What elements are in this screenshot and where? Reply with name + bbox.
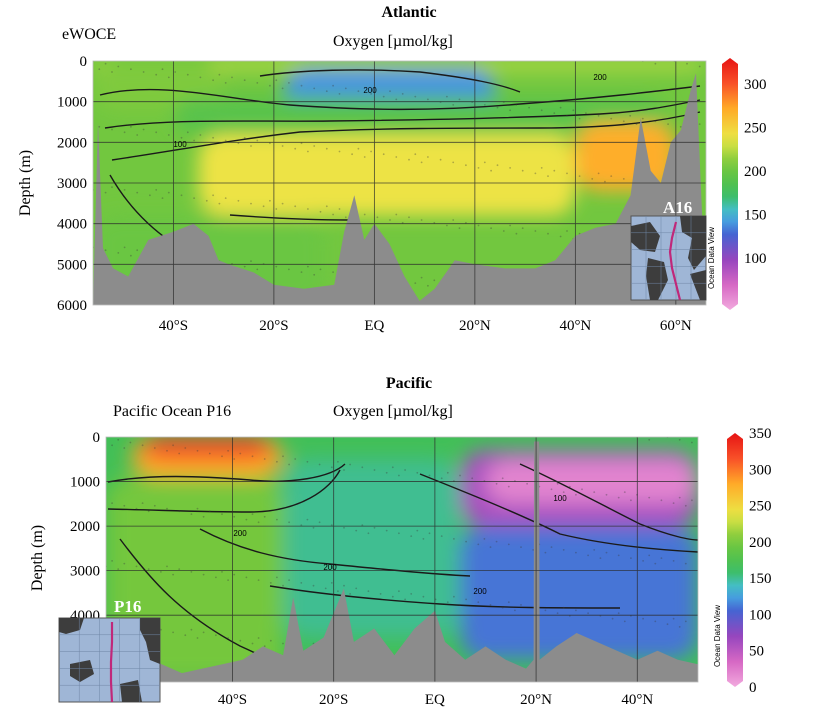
contour-line xyxy=(104,99,701,129)
colorbar-tick-label: 300 xyxy=(749,462,772,478)
variable-label: Oxygen [µmol/kg] xyxy=(333,403,453,420)
colorbar-tick-label: 150 xyxy=(749,571,772,587)
y-tick-label: 2000 xyxy=(70,519,100,535)
contour-line xyxy=(519,463,698,541)
colorbar-tick-label: 0 xyxy=(749,680,757,696)
contour-label: 200 xyxy=(323,563,337,572)
contour-line xyxy=(199,528,471,577)
pacific-chart: Pacific Pacific Ocean P16 Oxygen [µmol/kg]… xyxy=(29,375,772,708)
variable-label: Oxygen [µmol/kg] xyxy=(333,33,453,50)
y-tick-label: 3000 xyxy=(57,176,87,192)
contour-line xyxy=(419,473,698,553)
inset-land xyxy=(120,680,142,702)
x-tick-label: 20°N xyxy=(459,318,491,334)
contour-line xyxy=(99,85,701,111)
grid xyxy=(93,61,706,305)
x-tick-label: EQ xyxy=(364,318,384,334)
x-tick-label: 60°N xyxy=(660,318,692,334)
colorbar-tick-label: 300 xyxy=(744,77,767,93)
colorbar-tick-label: 50 xyxy=(749,644,764,660)
water-mass-upper-southern xyxy=(93,61,224,110)
contour-label: 200 xyxy=(233,529,247,538)
contour-line xyxy=(107,469,341,513)
y-axis-label: Depth (m) xyxy=(29,525,46,591)
inset-land xyxy=(680,216,706,270)
colorbar-caption: Ocean Data View xyxy=(707,227,716,289)
inset-land xyxy=(631,222,660,252)
inset-graticule xyxy=(59,618,160,702)
colorbar xyxy=(722,58,738,310)
inset-cruise-track xyxy=(668,221,682,301)
y-axis-label: Depth (m) xyxy=(17,150,34,216)
inset-land xyxy=(690,270,706,300)
y-tick-label: 4000 xyxy=(57,217,87,233)
contour-line xyxy=(111,111,701,161)
chart-title: Atlantic xyxy=(381,4,436,21)
colorbar-tick-label: 350 xyxy=(749,426,772,442)
contour-label: 100 xyxy=(173,140,187,149)
inset-section-label: P16 xyxy=(114,597,141,616)
y-tick-label: 1000 xyxy=(70,475,100,491)
colorbar-tick-label: 100 xyxy=(749,607,772,623)
water-mass-north-deep xyxy=(460,526,698,660)
colorbar xyxy=(727,433,743,687)
inset-section-label: A16 xyxy=(663,198,692,217)
y-tick-label: 2000 xyxy=(57,135,87,151)
water-mass-tropical-mid xyxy=(283,459,461,638)
oxygen-field xyxy=(106,437,698,682)
colorbar-tick-label: 200 xyxy=(749,535,772,551)
x-tick-label: 20°S xyxy=(319,692,348,708)
contour-label: 100 xyxy=(553,494,567,503)
grid xyxy=(106,437,698,682)
chart-title: Pacific xyxy=(386,375,432,392)
contour-line xyxy=(269,585,621,609)
inset-land xyxy=(70,660,94,682)
colorbar-tick-label: 100 xyxy=(744,251,767,267)
water-mass-deep xyxy=(198,134,576,216)
x-tick-label: EQ xyxy=(425,692,445,708)
x-tick-label: 40°N xyxy=(559,318,591,334)
y-tick-label: 3000 xyxy=(70,564,100,580)
inset-land xyxy=(59,618,84,634)
y-tick-label: 0 xyxy=(93,430,101,446)
x-tick-label: 40°S xyxy=(159,318,188,334)
contour-label: 200 xyxy=(363,86,377,95)
plot-frame xyxy=(105,436,699,683)
colorbar-tick-label: 200 xyxy=(744,164,767,180)
oxygen-field xyxy=(93,61,706,305)
contour-label: 200 xyxy=(593,73,607,82)
inset-land xyxy=(140,618,160,664)
x-tick-label: 40°S xyxy=(218,692,247,708)
contour-line xyxy=(229,214,351,221)
water-mass-mid-depth xyxy=(173,97,666,135)
contour-label: 200 xyxy=(473,587,487,596)
y-tick-label: 0 xyxy=(80,54,88,70)
water-mass-southern-surface-max xyxy=(141,437,273,460)
y-tick-label: 5000 xyxy=(57,257,87,273)
inset-map xyxy=(58,617,161,703)
water-mass-deep-north xyxy=(575,122,676,192)
colorbar-caption: Ocean Data View xyxy=(713,605,722,667)
contour-line xyxy=(107,463,346,483)
y-tick-label: 6000 xyxy=(57,298,87,314)
x-tick-label: 20°N xyxy=(520,692,552,708)
water-mass-surface xyxy=(93,61,706,70)
colorbar-tick-label: 150 xyxy=(744,207,767,223)
atlantic-chart: Atlantic eWOCE Oxygen [µmol/kg] 200 100 200 40… xyxy=(17,4,767,334)
x-tick-label: 40°N xyxy=(621,692,653,708)
atlantic-panel: Atlantic eWOCE Oxygen [µmol/kg] 200 100 200 40… xyxy=(0,0,818,360)
plot-frame xyxy=(92,60,707,306)
colorbar-tick-label: 250 xyxy=(749,499,772,515)
inset-graticule xyxy=(631,216,706,300)
inset-land xyxy=(646,258,668,300)
pacific-panel: Pacific Pacific Ocean P16 Oxygen [µmol/kg]… xyxy=(0,364,818,728)
section-label: Pacific Ocean P16 xyxy=(113,403,231,420)
contour-line xyxy=(259,69,521,93)
x-tick-label: 20°S xyxy=(259,318,288,334)
colorbar-tick-label: 250 xyxy=(744,121,767,137)
section-label: eWOCE xyxy=(62,26,116,43)
inset-map xyxy=(630,215,707,301)
inset-cruise-track xyxy=(109,622,114,703)
y-tick-label: 1000 xyxy=(57,95,87,111)
